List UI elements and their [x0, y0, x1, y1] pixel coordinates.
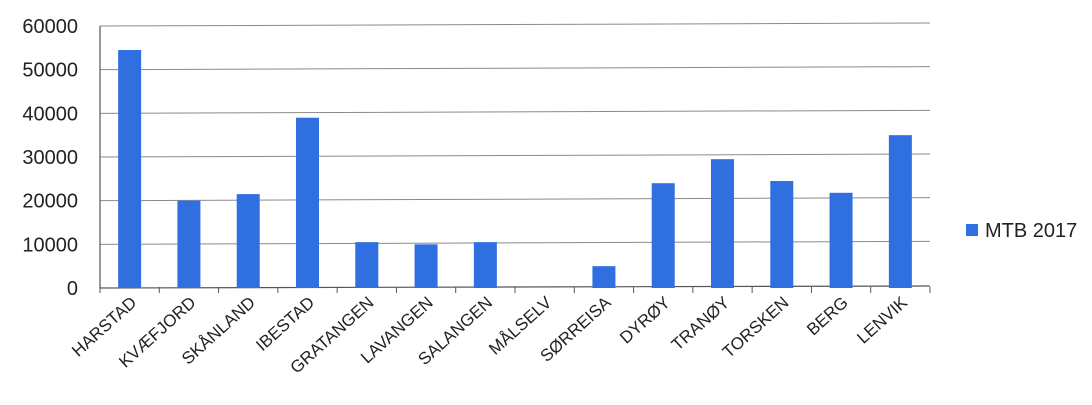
- gridlines: [100, 23, 930, 293]
- x-tick-label: LENVIK: [853, 292, 911, 347]
- bar-lavangen: [415, 244, 438, 288]
- x-tick-label: TORSKEN: [719, 293, 793, 362]
- x-tick-label: DYRØY: [616, 293, 674, 348]
- y-tick-label: 0: [67, 278, 78, 300]
- y-tick-label: 50000: [22, 60, 78, 82]
- gridline-50000: [100, 67, 930, 70]
- bar-torsken: [770, 181, 793, 288]
- bar-kvæfjord: [177, 201, 200, 288]
- y-axis-ticks: 0 10000 20000 30000 40000 50000 60000: [22, 16, 78, 300]
- legend-swatch: [966, 224, 978, 236]
- bar-tranøy: [711, 159, 734, 288]
- bar-ibestad: [296, 118, 319, 288]
- bar-sørreisa: [592, 266, 615, 288]
- y-tick-label: 30000: [22, 147, 78, 169]
- y-tick-label: 60000: [22, 16, 78, 38]
- y-tick-label: 20000: [22, 191, 78, 213]
- bars: [118, 50, 912, 288]
- gridline-60000: [100, 23, 930, 26]
- bar-harstad: [118, 50, 141, 288]
- bar-berg: [830, 193, 853, 288]
- x-tick-label: BERG: [803, 293, 852, 339]
- bar-lenvik: [889, 135, 912, 288]
- y-tick-label: 40000: [22, 103, 78, 125]
- gridline-30000: [100, 154, 930, 157]
- bar-salangen: [474, 242, 497, 288]
- bar-dyrøy: [652, 183, 675, 288]
- gridline-20000: [100, 198, 930, 201]
- bar-skånland: [237, 194, 260, 288]
- x-axis-ticks: HARSTADKVÆFJORDSKÅNLANDIBESTADGRATANGENL…: [68, 292, 911, 377]
- y-tick-label: 10000: [22, 234, 78, 256]
- gridline-10000: [100, 241, 930, 244]
- gridline-40000: [100, 110, 930, 113]
- legend-label: MTB 2017: [985, 220, 1077, 242]
- bar-gratangen: [355, 242, 378, 288]
- legend: MTB 2017: [966, 220, 1077, 242]
